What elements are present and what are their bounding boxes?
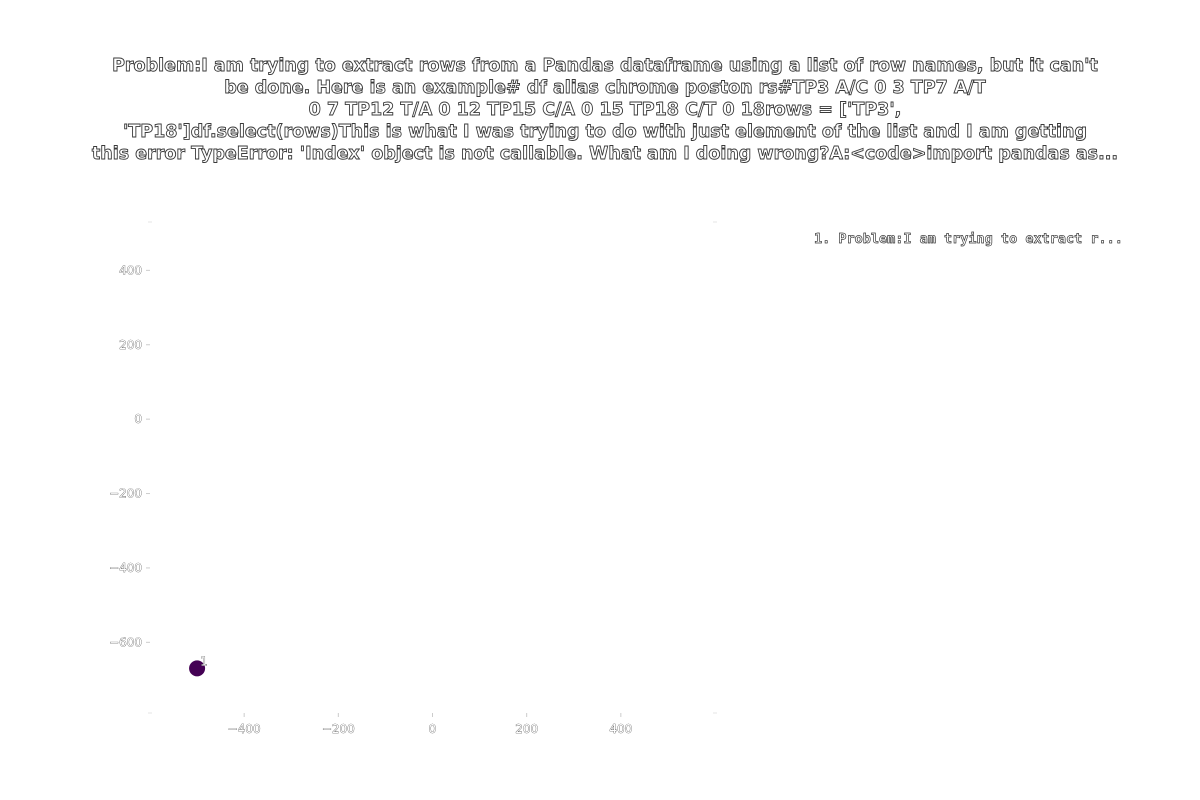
y-tick-label: −200	[109, 487, 142, 501]
x-tick-label: −200	[322, 722, 355, 736]
legend-entry: 1. Problem:I am trying to extract r...	[814, 231, 1124, 248]
chart-title-line: Problem:I am trying to extract rows from…	[112, 56, 1099, 77]
x-tick-label: 200	[515, 722, 538, 736]
x-tick-label: 0	[429, 722, 437, 736]
x-tick-label: 400	[609, 722, 632, 736]
chart-title: Problem:I am trying to extract rows from…	[40, 55, 1170, 165]
chart-title-line: this error TypeError: 'Index' object is …	[91, 144, 1119, 165]
data-point-label: 1	[200, 654, 208, 668]
y-tick-label: 200	[119, 338, 142, 352]
y-tick-label: 0	[134, 412, 142, 426]
data-point	[189, 660, 206, 677]
y-tick-label: −600	[109, 635, 142, 649]
y-tick-label: −400	[109, 561, 142, 575]
chart-title-line: 'TP18']df.select(rows)This is what I was…	[122, 122, 1088, 143]
chart-title-line: be done. Here is an example# df alias ch…	[224, 78, 986, 99]
y-tick-label: 400	[119, 263, 142, 277]
x-tick-label: −400	[228, 722, 261, 736]
chart-title-line: 0 7 TP12 T/A 0 12 TP15 C/A 0 15 TP18 C/T…	[308, 100, 902, 121]
